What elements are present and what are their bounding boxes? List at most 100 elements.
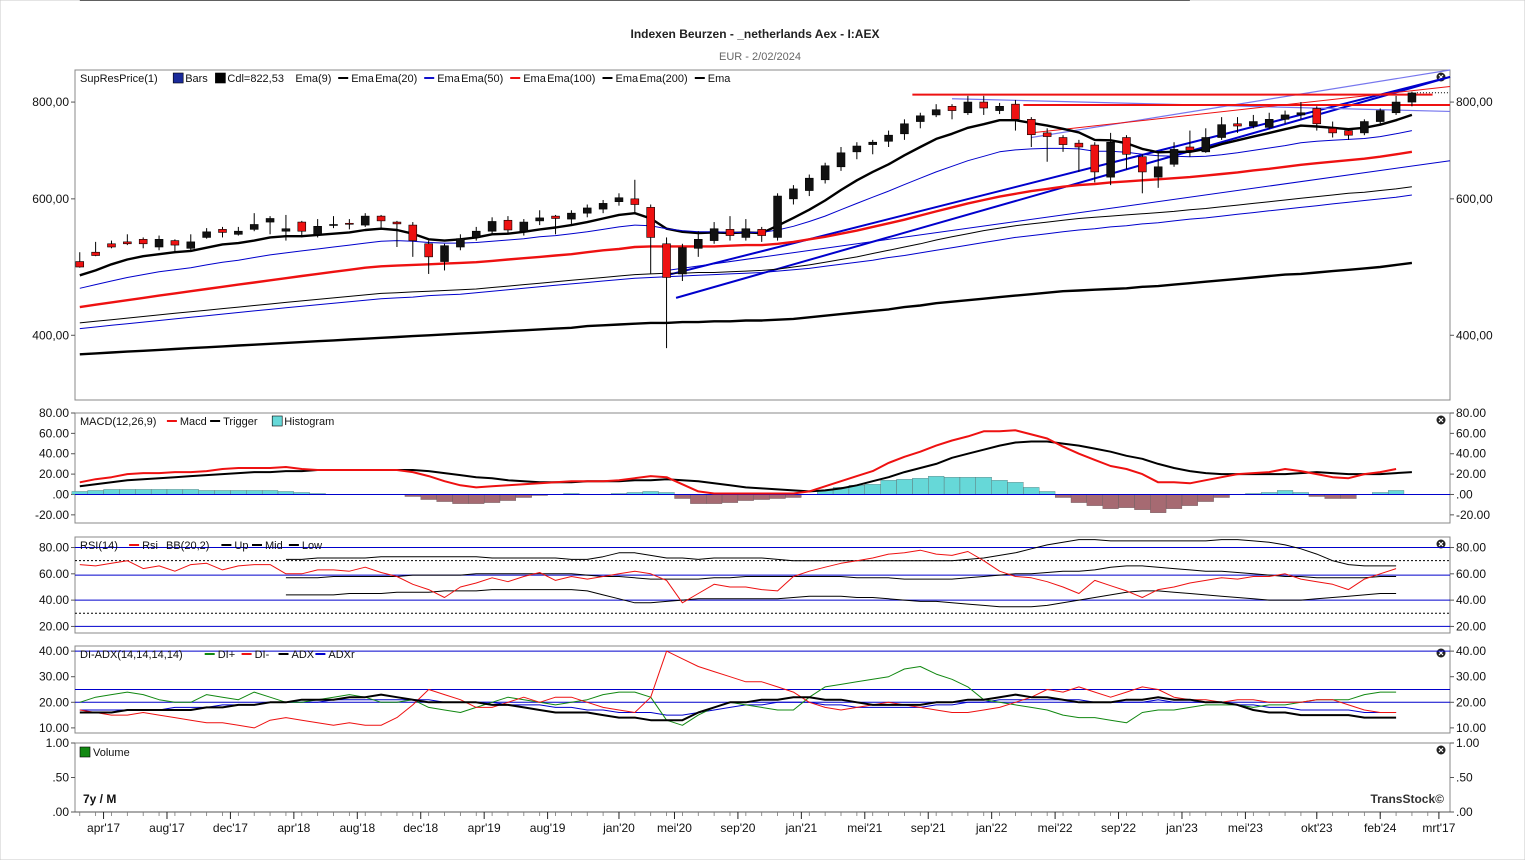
candle-body (1280, 114, 1290, 120)
candle-body (995, 105, 1004, 111)
x-tick-label: feb'24 (1364, 821, 1397, 835)
x-tick-label: mei'20 (657, 821, 692, 835)
candle-body (868, 141, 877, 145)
candle-body (709, 228, 719, 241)
candle-body (1264, 119, 1274, 128)
legend-entry: Volume (93, 747, 130, 759)
y-tick-label-left: .50 (52, 771, 69, 785)
candle-body (456, 238, 465, 248)
candle-body (1375, 110, 1385, 122)
legend-swatch (271, 415, 283, 427)
panel-frame (74, 412, 1451, 524)
candle-body (900, 123, 909, 135)
candle-body (630, 198, 640, 205)
ema-line (79, 150, 1413, 309)
y-tick-label-left: 400,00 (32, 328, 69, 342)
candle-body (218, 229, 227, 233)
y-tick-label-right: 20.00 (1456, 695, 1486, 709)
candle-body (757, 229, 766, 236)
x-tick-label: apr'19 (468, 821, 501, 835)
legend-entry: DI-ADX(14,14,14,14) (80, 649, 183, 661)
y-tick-label-left: 800,00 (32, 95, 69, 109)
candle-body (519, 221, 529, 232)
histogram-bar (991, 480, 1008, 495)
x-tick-label: sep'21 (911, 821, 946, 835)
histogram-bar (769, 494, 786, 499)
x-tick-label: aug'17 (149, 821, 185, 835)
histogram-bar (1197, 494, 1214, 502)
candle-body (408, 224, 418, 241)
candle-body (313, 226, 322, 235)
x-tick-label: apr'18 (277, 821, 310, 835)
y-tick-label-right: 400,00 (1456, 328, 1493, 342)
candle-body (503, 219, 513, 231)
histogram-bar (1181, 494, 1198, 506)
x-tick-label: sep'22 (1101, 821, 1136, 835)
candle-body (1391, 101, 1401, 114)
histogram-bar (928, 475, 945, 495)
legend-entry: ADXr (328, 649, 355, 661)
candle-body (91, 251, 100, 256)
y-tick-label-right: 80.00 (1456, 541, 1486, 555)
close-icon-mark (1438, 417, 1444, 423)
histogram-bar (420, 494, 437, 500)
y-tick-label-left: -20.00 (35, 508, 69, 522)
x-tick-label: aug'19 (530, 821, 566, 835)
candle-body (376, 215, 386, 222)
histogram-bar (864, 484, 881, 495)
y-tick-label-right: 800,00 (1456, 95, 1493, 109)
candle-body (836, 152, 846, 168)
histogram-bar (452, 494, 469, 504)
histogram-bar (1102, 494, 1119, 509)
x-tick-label: dec'18 (403, 821, 438, 835)
candle-body (392, 221, 402, 225)
histogram-bar (880, 480, 897, 495)
histogram-bar (436, 494, 453, 502)
legend-entry: BB(20,2) (166, 540, 209, 552)
adx-line (79, 693, 1397, 722)
candle-body (773, 195, 782, 238)
y-tick-label-left: 10.00 (39, 721, 69, 735)
candle-body (202, 231, 211, 238)
candle-body (662, 243, 671, 278)
histogram-bar (198, 490, 215, 495)
legend-entry: Cdl=822,53 (227, 73, 284, 85)
candle-body (234, 230, 243, 235)
histogram-bar (1070, 494, 1087, 503)
legend-entry: Up (234, 540, 248, 552)
candle-body (947, 105, 957, 111)
histogram-bar (1324, 494, 1341, 499)
ema-line (79, 186, 1412, 324)
candle-body (1027, 119, 1036, 136)
y-tick-label-left: 600,00 (32, 192, 69, 206)
trendline (1031, 69, 1451, 139)
legend-entry: Macd (180, 416, 207, 428)
histogram-bar (721, 494, 739, 503)
ema-line (79, 261, 1413, 356)
histogram-bar (87, 490, 104, 495)
x-tick-label: aug'18 (339, 821, 375, 835)
y-tick-label-right: -20.00 (1456, 508, 1490, 522)
candle-body (1312, 108, 1322, 125)
y-tick-label-left: 60.00 (39, 567, 69, 581)
close-icon-mark (1438, 541, 1444, 547)
y-tick-label-right: .00 (1456, 805, 1473, 819)
candle-body (345, 222, 354, 225)
legend-swatch (172, 72, 184, 84)
histogram-bar (1118, 494, 1135, 508)
candle-body (820, 165, 830, 181)
histogram-bar (182, 489, 199, 495)
histogram-bar (1007, 482, 1024, 495)
y-tick-label-left: 80.00 (39, 406, 69, 420)
y-tick-label-right: 20.00 (1456, 619, 1486, 633)
legend-entry: Mid (265, 540, 283, 552)
histogram-bar (912, 478, 929, 495)
x-tick-label: apr'17 (87, 821, 120, 835)
candle-body (170, 240, 180, 246)
candle-body (1058, 137, 1068, 145)
candle-body (725, 229, 735, 236)
candle-body (249, 224, 259, 230)
candle-body (1328, 127, 1337, 134)
y-tick-label-left: 40.00 (39, 644, 69, 658)
x-tick-label: dec'17 (213, 821, 248, 835)
